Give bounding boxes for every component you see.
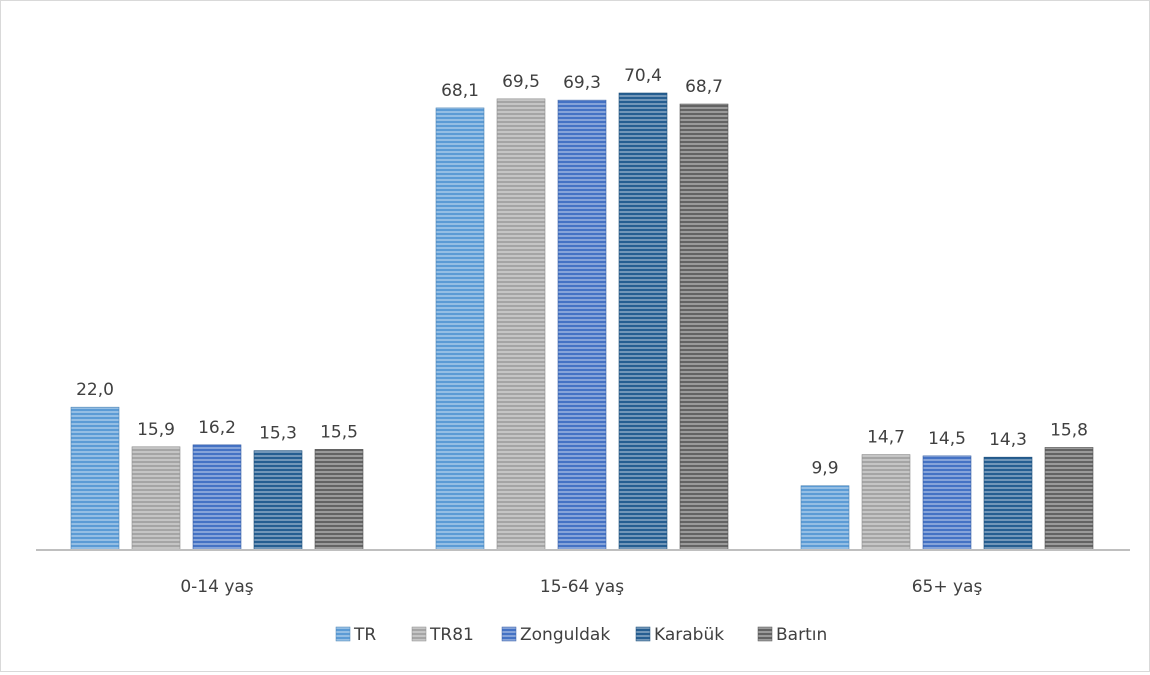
- category-labels-group: 0-14 yaş 15-64 yaş 65+ yaş: [180, 577, 982, 597]
- value-label: 15,9: [137, 420, 175, 440]
- value-label: 68,1: [441, 81, 479, 101]
- value-label: 14,3: [989, 430, 1027, 450]
- legend-swatch-zonguldak: [501, 626, 517, 642]
- bar-zonguldak-1: [192, 444, 242, 551]
- legend-swatch-bartın: [757, 626, 773, 642]
- legend-label: TR: [353, 625, 376, 645]
- value-label: 22,0: [76, 380, 114, 400]
- bars-group: [70, 92, 1094, 551]
- legend-swatch-tr81: [411, 626, 427, 642]
- bar-bartın-2: [679, 103, 729, 551]
- bar-karabük-3: [983, 456, 1033, 551]
- bar-zonguldak-3: [922, 455, 972, 551]
- bar-tr-1: [70, 406, 120, 551]
- bar-bartın-3: [1044, 447, 1094, 551]
- value-label: 16,2: [198, 418, 236, 438]
- legend-label: Karabük: [654, 625, 724, 645]
- bar-zonguldak-2: [557, 99, 607, 551]
- legend-label: Zonguldak: [520, 625, 610, 645]
- bar-tr81-3: [861, 454, 911, 551]
- category-label: 0-14 yaş: [180, 577, 253, 597]
- legend-label: TR81: [429, 625, 474, 645]
- bar-tr81-1: [131, 446, 181, 551]
- legend-label: Bartın: [776, 625, 827, 645]
- value-label: 15,5: [320, 422, 358, 442]
- bar-tr-2: [435, 107, 485, 551]
- bar-karabük-2: [618, 92, 668, 551]
- category-label: 65+ yaş: [912, 577, 983, 597]
- value-labels-group: 22,0 15,9 16,2 15,3 15,5 68,1 69,5 69,3 70,4 68,7…: [76, 66, 1088, 479]
- legend: TR TR81 Zonguldak Karabük Bartın: [335, 625, 827, 645]
- bar-bartın-1: [314, 449, 364, 551]
- legend-swatch-karabük: [635, 626, 651, 642]
- value-label: 68,7: [685, 77, 723, 97]
- value-label: 14,5: [928, 429, 966, 449]
- bar-tr-3: [800, 485, 850, 551]
- value-label: 15,3: [259, 424, 297, 444]
- value-label: 9,9: [811, 459, 838, 479]
- legend-swatch-tr: [335, 626, 351, 642]
- value-label: 69,5: [502, 72, 540, 92]
- value-label: 14,7: [867, 428, 905, 448]
- category-label: 15-64 yaş: [540, 577, 624, 597]
- bar-tr81-2: [496, 98, 546, 551]
- value-label: 70,4: [624, 66, 662, 86]
- bar-karabük-1: [253, 450, 303, 551]
- value-label: 69,3: [563, 73, 601, 93]
- value-label: 15,8: [1050, 420, 1088, 440]
